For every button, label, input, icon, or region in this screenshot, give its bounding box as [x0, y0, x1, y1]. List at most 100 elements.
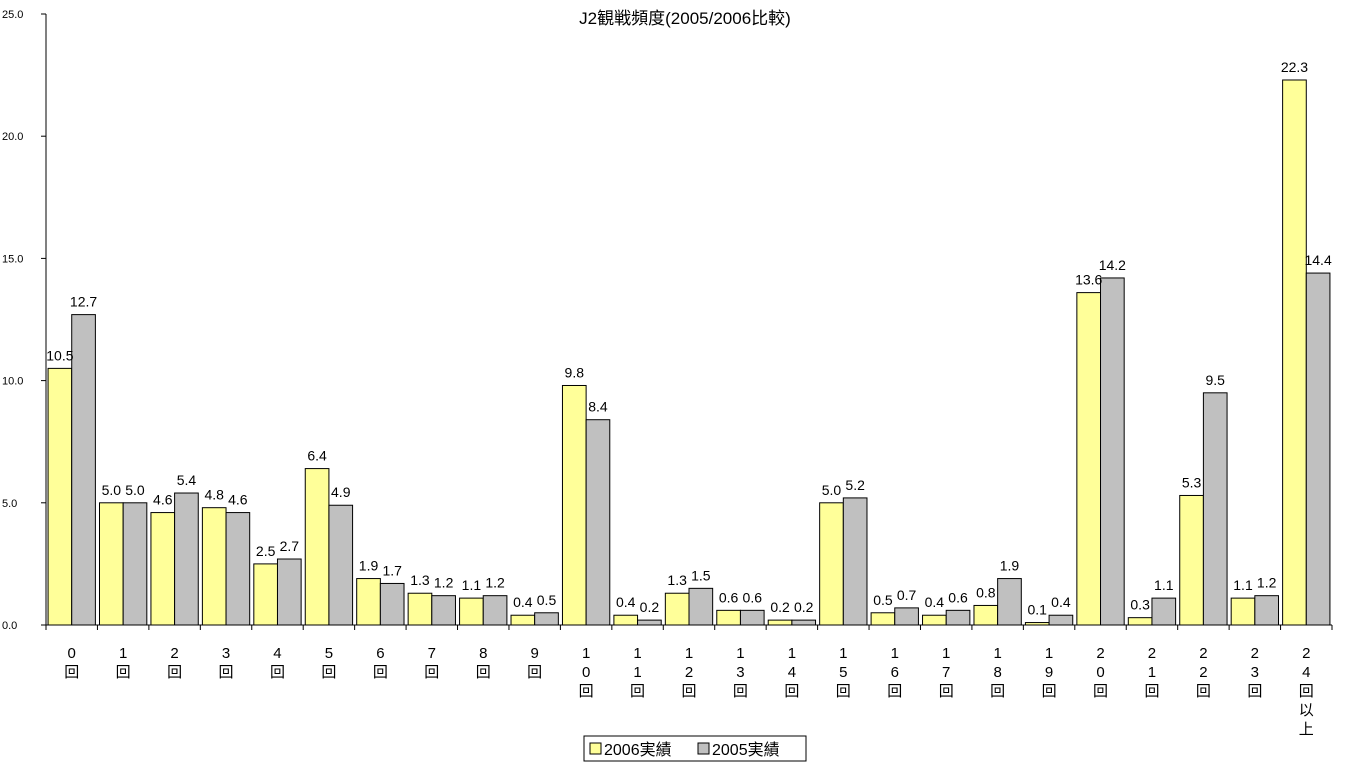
bar-2005-22	[1202, 392, 1228, 626]
data-label: 0.6	[743, 589, 763, 605]
bar-2006-9	[510, 614, 536, 626]
bar-2005-24	[1305, 272, 1331, 626]
axes: 0.0 5.0 10.0 15.0 20.0 25.0	[2, 9, 1333, 632]
data-label: 1.2	[485, 575, 505, 591]
bar-2005-11	[637, 619, 662, 626]
data-labels: 10.512.75.0 5.04.65.44.8 4.62.5 2.76.44.91.…	[46, 59, 1332, 618]
data-label: 14.2	[1099, 257, 1126, 273]
legend-swatch-2005	[697, 742, 710, 755]
bar-2006-18	[973, 604, 999, 626]
bar-2006-2	[150, 512, 176, 626]
bar-2006-6	[356, 578, 381, 626]
data-label: 1.2	[1257, 575, 1277, 591]
bar-2006-16	[870, 612, 896, 626]
bar-2006-21	[1127, 617, 1153, 626]
data-label: 0.3	[1130, 597, 1150, 613]
bar-2005-9	[534, 612, 559, 626]
x-tick-labels: 0 回 1 回 2 回 3 回 4 回 5 回 6 回 7 回 8 回 9 回 1 0 回 1 1 回 1 2 回 1 3 回 1 4 回 1 5 回 1 6…	[64, 645, 1314, 738]
data-label: 0.5	[537, 592, 557, 608]
bar-2005-23	[1254, 595, 1280, 626]
bar-2005-3	[225, 512, 251, 626]
data-label: 8.4	[588, 399, 608, 415]
legend-box	[583, 735, 807, 762]
data-label: 0.6	[719, 589, 739, 605]
data-label: 0.4	[513, 594, 533, 610]
data-label: 4.8	[204, 487, 224, 503]
bar-2006-12	[664, 592, 690, 626]
data-label: 12.7	[70, 294, 97, 310]
bar-2005-21	[1151, 597, 1177, 626]
data-label: 9.8	[565, 364, 585, 380]
bar-2006-8	[459, 597, 484, 626]
data-label: 0.4	[925, 594, 945, 610]
bar-2005-1	[122, 502, 148, 626]
bar-2006-20	[1076, 292, 1102, 626]
data-label: 2.5	[256, 543, 276, 559]
bar-2005-14	[791, 619, 817, 626]
bar-2005-13	[739, 609, 765, 626]
bar-2006-4	[253, 563, 278, 626]
data-label: 1.1	[1154, 577, 1174, 593]
data-label: 1.9	[1000, 558, 1020, 574]
bar-2005-10	[585, 419, 611, 626]
bar-2005-7	[431, 595, 456, 626]
y-tick-label: 5.0	[2, 498, 17, 510]
bar-2006-17	[922, 614, 947, 626]
bar-2006-1	[98, 502, 124, 626]
legend-label-2006: 2006実績	[604, 741, 672, 759]
data-label: 1.3	[667, 572, 687, 588]
bar-2005-12	[688, 587, 714, 626]
data-label: 0.8	[976, 584, 996, 600]
bars	[47, 79, 1331, 626]
data-label: 0.2	[640, 599, 660, 615]
bar-2006-0	[47, 367, 73, 626]
data-label: 1.7	[382, 562, 402, 578]
y-tick-label: 15.0	[2, 253, 23, 265]
bar-2006-23	[1230, 597, 1256, 626]
bar-2006-7	[407, 592, 433, 626]
data-label: 0.2	[794, 599, 814, 615]
data-label: 5.0	[102, 482, 122, 498]
data-label: 6.4	[307, 448, 327, 464]
data-label: 22.3	[1281, 59, 1308, 75]
legend-label-2005: 2005実績	[712, 741, 780, 759]
data-label: 0.6	[948, 589, 968, 605]
data-label: 1.1	[1233, 577, 1253, 593]
bar-2005-18	[997, 578, 1022, 626]
bar-2006-13	[716, 609, 741, 626]
x-tick-label: 2 4 回以上	[1299, 645, 1314, 738]
data-label: 2.7	[280, 538, 300, 554]
data-label: 9.5	[1205, 372, 1225, 388]
data-label: 5.4	[177, 472, 197, 488]
bar-2006-22	[1179, 494, 1204, 626]
chart-title: J2観戦頻度(2005/2006比較)	[579, 9, 791, 28]
bar-2005-4	[276, 558, 302, 626]
data-label: 10.5	[46, 347, 73, 363]
bar-2005-8	[482, 595, 508, 626]
bar-2005-17	[945, 609, 971, 626]
bar-2006-11	[613, 614, 639, 626]
data-label: 1.9	[359, 558, 379, 574]
bar-2006-15	[819, 502, 844, 626]
bar-2006-24	[1282, 79, 1307, 626]
y-tick-label: 10.0	[2, 376, 23, 388]
bar-2006-10	[561, 384, 587, 626]
